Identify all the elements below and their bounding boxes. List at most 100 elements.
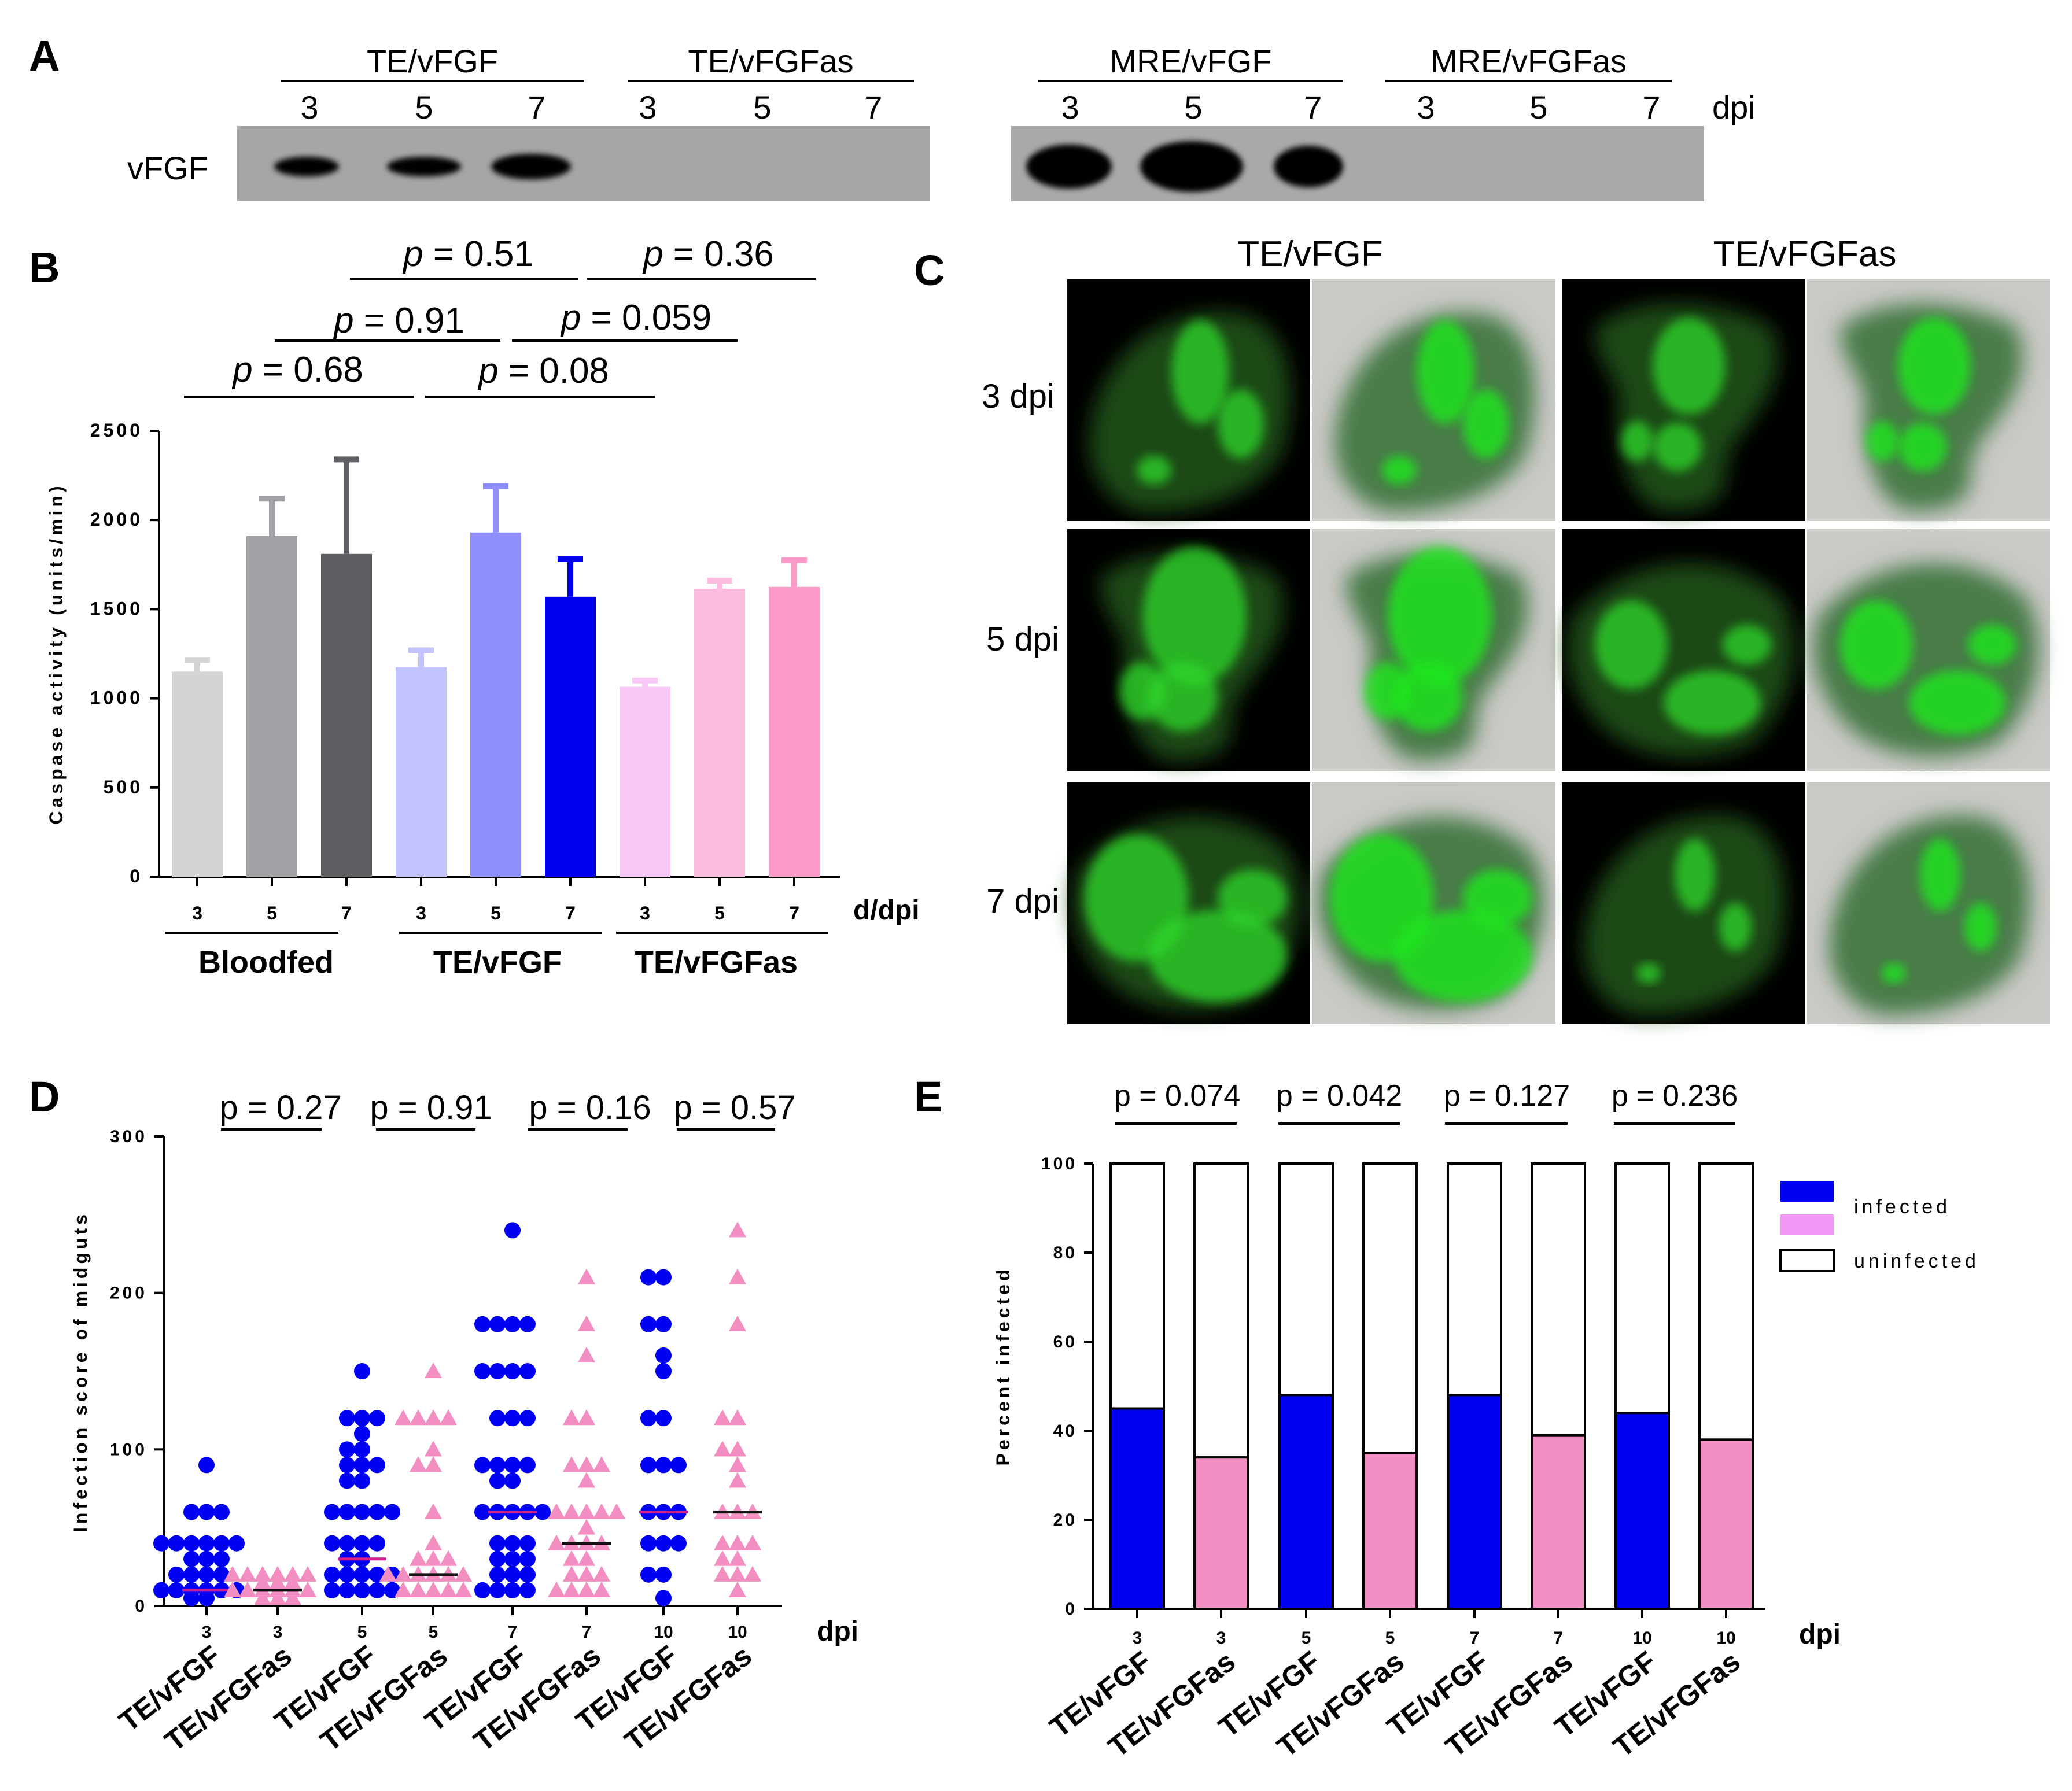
x-tick-label: 3	[416, 903, 426, 924]
data-point	[714, 1534, 731, 1550]
bar	[620, 686, 670, 877]
data-point	[299, 1581, 316, 1597]
data-point	[183, 1590, 200, 1607]
x-tick-label: 3	[1216, 1628, 1226, 1648]
data-point	[534, 1504, 551, 1520]
column-label: TE/vFGF	[1237, 234, 1382, 274]
data-point	[198, 1566, 215, 1583]
fluorescent-spot	[1964, 903, 1997, 951]
uninfected-bar	[1278, 1162, 1334, 1397]
x-tick-label: 5	[267, 903, 277, 924]
data-point	[354, 1457, 370, 1474]
data-point	[640, 1535, 657, 1552]
pvalue-label: p = 0.51	[402, 234, 534, 274]
data-point	[729, 1441, 746, 1457]
x-tick-label: 3	[202, 1623, 212, 1642]
group-label: TE/vFGF	[433, 945, 562, 980]
data-point	[670, 1535, 687, 1552]
data-point	[474, 1363, 491, 1379]
data-point	[729, 1315, 746, 1331]
pvalue-label: p = 0.57	[673, 1089, 795, 1127]
data-point	[254, 1589, 271, 1605]
fluorescent-spot	[1218, 869, 1287, 927]
y-tick-label: 2500	[90, 420, 143, 441]
data-point	[168, 1582, 185, 1598]
row-label: 3 dpi	[982, 378, 1055, 415]
data-point	[655, 1590, 672, 1607]
data-point	[410, 1456, 427, 1472]
fluorescent-spot	[1595, 600, 1668, 689]
fluorescent-spot	[1866, 421, 1898, 461]
y-tick-label: 100	[110, 1440, 148, 1459]
pvalue-label: p = 0.36	[642, 234, 774, 274]
data-point	[504, 1550, 521, 1567]
infected-bar	[1362, 1452, 1418, 1610]
data-point	[440, 1581, 457, 1597]
x-tick-label: 7	[1554, 1628, 1564, 1648]
data-point	[339, 1410, 355, 1427]
data-point	[425, 1581, 442, 1597]
lane-label: 5	[753, 89, 771, 125]
uninfected-bar	[1698, 1162, 1754, 1441]
data-point	[714, 1409, 731, 1426]
blot-membrane-te	[237, 126, 930, 201]
blot-band	[1140, 141, 1243, 192]
data-point	[655, 1457, 672, 1474]
data-point	[655, 1269, 672, 1286]
x-tick-label: 3	[192, 903, 202, 924]
data-point	[655, 1566, 672, 1583]
y-tick-label: 200	[110, 1284, 148, 1303]
data-point	[655, 1535, 672, 1552]
y-axis-label: Caspase activity (units/min)	[46, 482, 67, 824]
data-point	[578, 1503, 595, 1519]
y-tick-label: 20	[1053, 1511, 1077, 1530]
data-point	[474, 1582, 491, 1598]
data-point	[489, 1363, 506, 1379]
data-point	[324, 1535, 340, 1552]
data-point	[369, 1457, 385, 1474]
x-tick-label: 5	[491, 903, 501, 924]
data-point	[519, 1550, 536, 1567]
data-point	[254, 1565, 271, 1582]
column-label: TE/vFGFas	[1713, 234, 1897, 274]
data-point	[593, 1565, 610, 1582]
data-point	[299, 1565, 316, 1582]
data-point	[198, 1457, 215, 1474]
panel-b: B 0 500 1000 1500 2000 2500 Caspase activity (…	[29, 234, 920, 980]
y-tick-label: 1000	[90, 688, 143, 708]
data-point	[504, 1410, 521, 1427]
data-point	[714, 1550, 731, 1566]
fluorescent-spot	[1840, 600, 1913, 689]
data-point	[269, 1574, 286, 1590]
uninfected-bar	[1109, 1162, 1165, 1410]
pvalue-value: = 0.08	[499, 351, 609, 391]
lane-label: 3	[1417, 89, 1435, 125]
data-point	[578, 1550, 595, 1566]
fluorescent-spot	[1417, 320, 1474, 424]
pvalue-value: = 0.91	[354, 301, 464, 341]
data-point	[489, 1566, 506, 1583]
data-point	[563, 1550, 580, 1566]
data-point	[474, 1457, 491, 1474]
data-point	[504, 1316, 521, 1332]
fluorescent-spot	[1388, 546, 1492, 685]
pvalue-label: p = 0.042	[1276, 1079, 1402, 1113]
uninfected-bar	[1193, 1162, 1249, 1459]
infected-bar	[1109, 1407, 1165, 1610]
y-tick-label: 80	[1053, 1243, 1077, 1262]
data-point	[410, 1550, 427, 1566]
x-tick-label: 7	[789, 903, 799, 924]
fluorescent-spot	[1898, 423, 1947, 471]
x-tick-label: 10	[1632, 1628, 1651, 1648]
data-point	[519, 1457, 536, 1474]
data-point	[324, 1504, 340, 1520]
data-point	[729, 1534, 746, 1550]
data-point	[153, 1582, 169, 1598]
pvalue-label: p = 0.91	[370, 1089, 492, 1127]
data-point	[548, 1534, 565, 1550]
data-point	[339, 1582, 355, 1598]
data-point	[563, 1503, 580, 1519]
data-point	[339, 1457, 355, 1474]
